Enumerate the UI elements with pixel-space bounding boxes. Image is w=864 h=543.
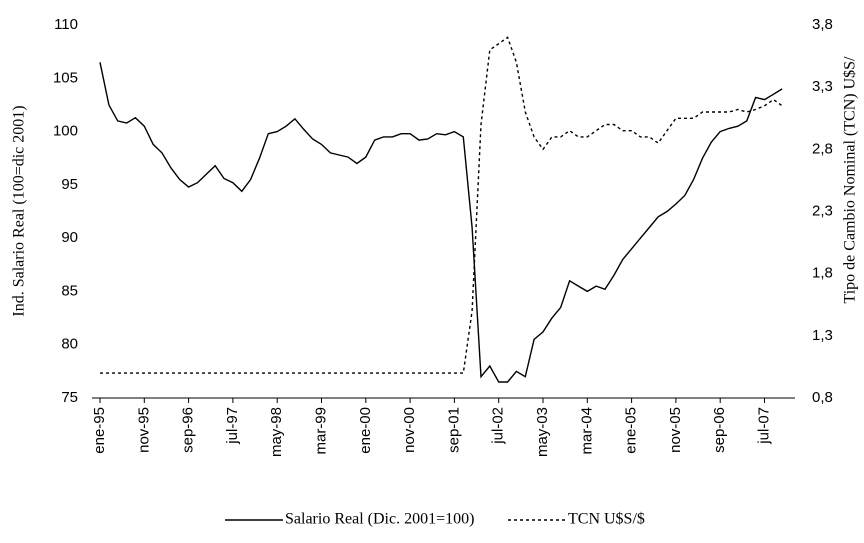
x-tick-label: sep-96 <box>180 407 197 453</box>
y-tick-label: 90 <box>61 229 78 246</box>
x-tick-label: may-98 <box>268 407 285 457</box>
x-tick-label: jul-02 <box>490 407 507 445</box>
y2-tick-label: 3,8 <box>812 16 833 33</box>
x-tick-label: sep-01 <box>445 407 462 453</box>
y2-tick-label: 2,3 <box>812 202 833 219</box>
x-tick-label: ene-00 <box>357 407 374 454</box>
x-tick-label: mar-04 <box>578 407 595 455</box>
series-line <box>99 62 783 383</box>
y2-tick-label: 3,3 <box>812 78 833 95</box>
x-tick-label: jul-07 <box>755 407 772 445</box>
y-tick-label: 75 <box>61 389 78 406</box>
y2-axis-title: Tipo de Cambio Nominal (TCN) U$S/ <box>842 56 859 304</box>
y-tick-label: 80 <box>61 336 78 353</box>
x-tick-label: mar-99 <box>312 407 329 455</box>
y2-tick-label: 1,8 <box>812 265 833 282</box>
x-tick-label: nov-00 <box>401 407 418 453</box>
x-tick-label: nov-95 <box>135 407 152 453</box>
y2-tick-label: 2,8 <box>812 140 833 157</box>
x-tick-label: ene-05 <box>623 407 640 454</box>
y-tick-label: 95 <box>61 176 78 193</box>
y-tick-label: 100 <box>53 123 78 140</box>
legend-label: Salario Real (Dic. 2001=100) <box>285 511 474 528</box>
y-axis-title: Ind. Salario Real (100=dic 2001) <box>11 105 28 316</box>
x-tick-label: ene-95 <box>91 407 108 454</box>
y-tick-label: 110 <box>54 16 78 33</box>
legend-label: TCN U$S/$ <box>568 511 645 528</box>
x-tick-label: sep-06 <box>711 407 728 453</box>
x-tick-label: jul-97 <box>224 407 241 445</box>
y-tick-label: 105 <box>53 69 78 86</box>
y2-tick-label: 0,8 <box>812 389 833 406</box>
y-tick-label: 85 <box>61 282 78 299</box>
x-tick-label: nov-05 <box>667 407 684 453</box>
series-line <box>100 36 783 374</box>
x-tick-label: may-03 <box>534 407 551 457</box>
y2-tick-label: 1,3 <box>812 327 833 344</box>
